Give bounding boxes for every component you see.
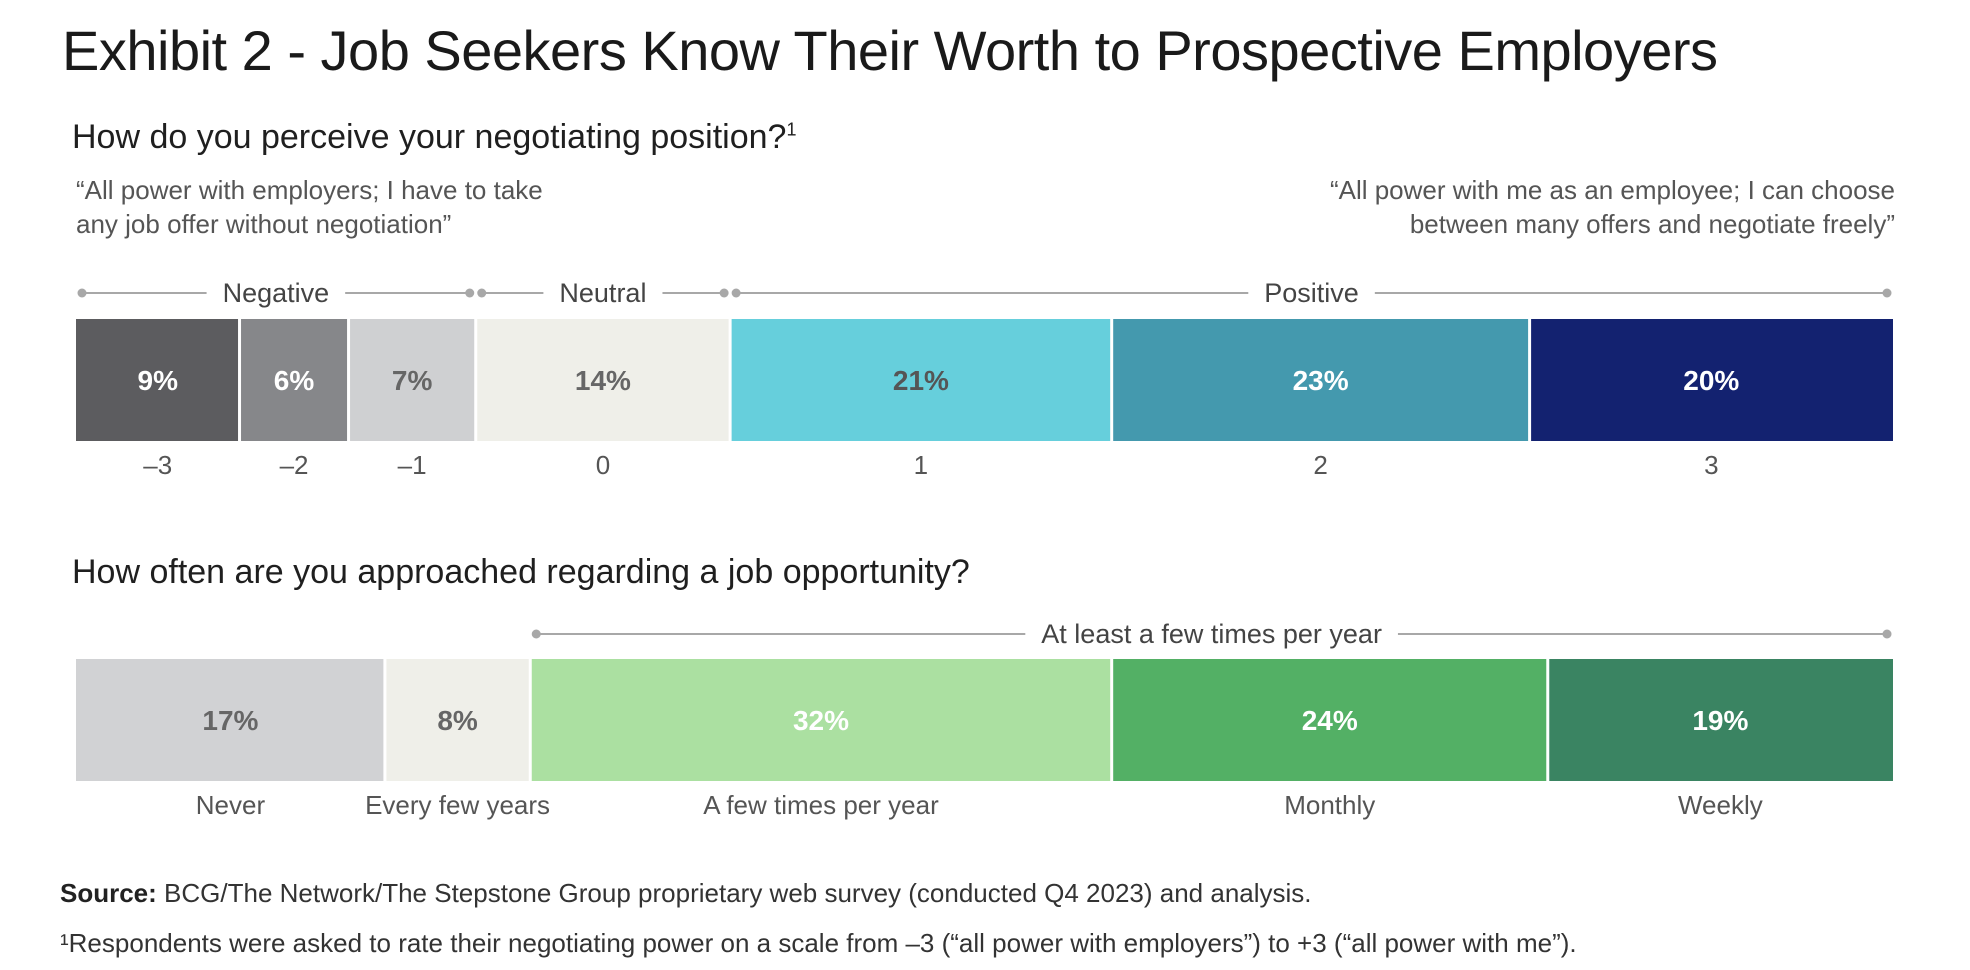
chart1-value-label-4: 21% [893,365,949,396]
chart2-value-label-1: 8% [437,705,478,736]
chart2-value-label-0: 17% [202,705,258,736]
chart1-group-label-0: Negative [223,278,330,308]
right-quote-line-2: between many offers and negotiate freely… [1409,209,1895,239]
footnote: ¹Respondents were asked to rate their ne… [60,928,1577,958]
chart1-group-end-dot-1-1 [719,288,729,298]
chart1-category-label-4: 1 [914,450,928,480]
chart1-group-end-dot-1-0 [477,288,487,298]
source-note: Source: BCG/The Network/The Stepstone Gr… [60,878,1312,909]
chart1-category-label-6: 3 [1704,450,1718,480]
chart1-bar-6 [1531,319,1893,441]
chart1-question-text: How do you perceive your negotiating pos… [72,118,787,156]
chart1-bar-0 [76,319,239,441]
chart1-category-label-5: 2 [1313,450,1327,480]
chart2-bar-4 [1549,659,1893,781]
page-title: Exhibit 2 - Job Seekers Know Their Worth… [62,19,1718,82]
chart2-category-label-4: Weekly [1678,790,1763,820]
chart1-bar-4 [731,319,1111,441]
chart1-group-end-dot-2-0 [731,288,741,298]
chart1-group-end-dot-0-1 [465,288,475,298]
chart2-bar-3 [1113,659,1547,781]
chart1-value-label-2: 7% [392,365,433,396]
chart2-approach-frequency: 17% Never 8% Every few years 32% A few times … [76,619,1893,820]
chart1-group-end-dot-0-0 [77,288,87,298]
chart2-group-end-dot-0-0 [531,629,541,639]
chart1-question: How do you perceive your negotiating pos… [72,118,796,157]
chart1-group-label-2: Positive [1264,278,1359,308]
chart2-category-label-1: Every few years [365,790,550,820]
chart2-value-label-3: 24% [1302,705,1358,736]
chart2-question: How often are you approached regarding a… [72,553,970,591]
chart1-category-label-3: 0 [596,450,610,480]
chart1-bar-2 [350,319,475,441]
chart2-value-label-2: 32% [793,705,849,736]
left-quote-line-2: any job offer without negotiation” [76,209,452,239]
chart1-right-quote: “All power with me as an employee; I can… [1330,173,1895,241]
chart2-category-label-0: Never [196,790,266,820]
chart1-value-label-5: 23% [1293,365,1349,396]
chart2-group-label-0: At least a few times per year [1041,619,1382,649]
chart1-group-end-dot-2-1 [1882,288,1892,298]
source-text: BCG/The Network/The Stepstone Group prop… [164,878,1312,908]
chart1-value-label-1: 6% [274,365,315,396]
chart1-bar-1 [241,319,348,441]
chart1-value-label-0: 9% [138,365,179,396]
chart2-bar-1 [386,659,529,781]
source-label: Source: [60,878,157,908]
left-quote-line-1: “All power with employers; I have to tak… [76,175,543,205]
chart2-group-end-dot-0-1 [1882,629,1892,639]
chart1-value-label-6: 20% [1683,365,1739,396]
chart2-bar-0 [76,659,384,781]
chart2-bar-2 [531,659,1111,781]
chart1-category-label-1: –2 [280,450,309,480]
chart1-footnote-marker: 1 [786,119,797,140]
chart1-negotiating-position: 9% –3 6% –2 7% –1 14% 0 21% 1 23% 2 20% 3 Negative Neut… [76,278,1893,480]
chart2-value-label-4: 19% [1692,705,1748,736]
right-quote-line-1: “All power with me as an employee; I can… [1329,175,1895,205]
chart1-category-label-0: –3 [143,450,172,480]
chart2-category-label-2: A few times per year [703,790,939,820]
chart1-value-label-3: 14% [575,365,631,396]
chart1-left-quote: “All power with employers; I have to tak… [76,173,543,241]
chart1-group-label-1: Neutral [559,278,646,308]
chart1-bar-5 [1113,319,1529,441]
chart1-category-label-2: –1 [398,450,427,480]
chart1-bar-3 [477,319,729,441]
chart2-category-label-3: Monthly [1284,790,1375,820]
